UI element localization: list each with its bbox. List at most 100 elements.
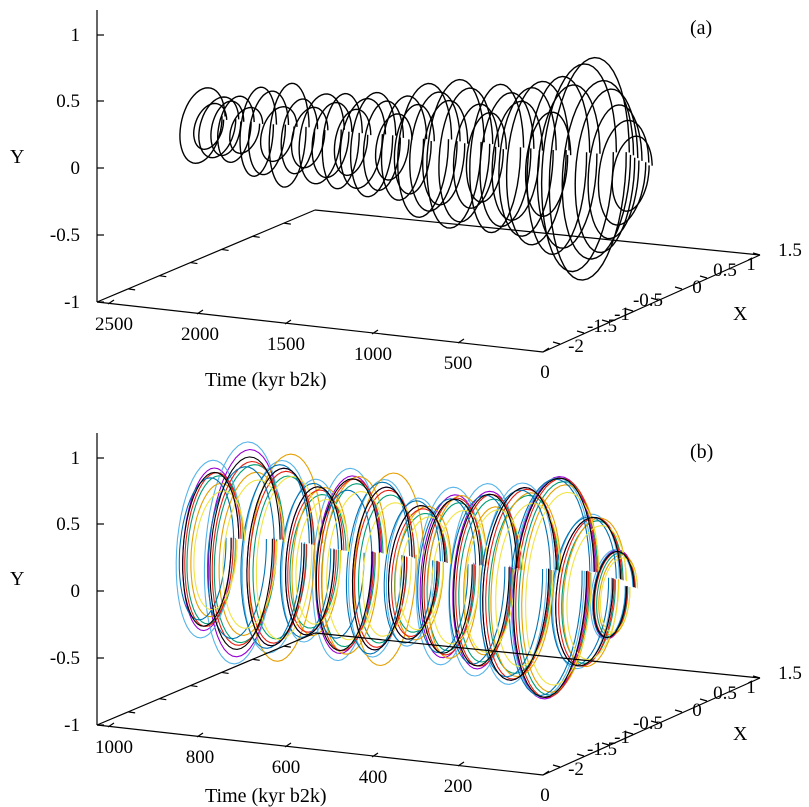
depth-tick xyxy=(252,235,260,238)
x-tick xyxy=(601,319,610,323)
series-7-loop xyxy=(453,493,518,667)
y-tick-label: 0 xyxy=(71,581,81,602)
back-right-line xyxy=(314,632,761,679)
panel-a-curves xyxy=(179,56,653,281)
depth-tick xyxy=(221,248,229,252)
series-2-loop xyxy=(203,441,283,665)
y-tick-label: 1 xyxy=(71,25,81,46)
y-tick-label: 1 xyxy=(71,448,81,469)
y-tick-label: 0 xyxy=(71,158,81,179)
series-5-loop xyxy=(508,478,591,697)
depth-tick xyxy=(159,275,167,278)
time-tick-label: 2000 xyxy=(181,324,219,345)
series-0 xyxy=(179,56,653,281)
series-4-loop xyxy=(184,472,242,628)
depth-tick xyxy=(190,684,198,688)
series-0-loop xyxy=(452,103,500,209)
panel-b-label: (b) xyxy=(690,441,713,463)
x-tick-label: 1 xyxy=(746,254,756,275)
series-0-loop xyxy=(290,106,329,169)
series-0-loop xyxy=(426,78,485,229)
x-tick xyxy=(552,341,561,345)
series-0-loop xyxy=(179,87,226,165)
series-0-loop xyxy=(408,91,461,212)
series-0-loop xyxy=(561,79,635,260)
series-0-loop xyxy=(396,82,453,219)
series-3-loop xyxy=(426,495,488,659)
time-tick-label: 0 xyxy=(540,785,550,806)
series-0-loop xyxy=(469,83,525,234)
x-tick xyxy=(576,753,585,757)
x-tick xyxy=(699,275,708,279)
series-0-loop xyxy=(192,102,228,151)
series-3-loop xyxy=(562,517,627,668)
series-0-loop xyxy=(536,84,601,249)
series-0-loop xyxy=(247,90,290,176)
y-tick-label: -1 xyxy=(64,292,80,313)
series-5-loop xyxy=(383,500,441,644)
series-7-loop xyxy=(315,478,381,652)
back-left-line xyxy=(96,209,316,303)
x-tick xyxy=(674,709,683,713)
series-0 xyxy=(182,448,636,700)
series-3-loop xyxy=(353,472,425,667)
x-tick xyxy=(674,286,683,290)
x-tick xyxy=(601,742,610,746)
series-0-loop xyxy=(268,82,310,188)
series-7-loop xyxy=(285,486,343,636)
series-0-loop xyxy=(280,98,319,175)
time-tick xyxy=(542,347,550,353)
series-4-loop xyxy=(211,460,283,646)
series-0-loop xyxy=(321,92,363,190)
x-tick-label: 0 xyxy=(692,277,702,298)
x-tick-label: -0.5 xyxy=(633,290,663,311)
series-0-loop xyxy=(611,135,653,212)
x-tick xyxy=(752,675,761,679)
x-tick xyxy=(650,720,659,724)
x-axis-line xyxy=(542,254,761,353)
panel-a-zlabel: X xyxy=(733,303,748,325)
series-0-loop xyxy=(421,99,469,206)
x-tick-label: 0.5 xyxy=(713,683,737,704)
series-4-loop xyxy=(558,517,623,667)
time-tick xyxy=(107,299,115,305)
series-5-loop xyxy=(345,481,411,655)
time-tick xyxy=(542,770,550,776)
panel-b-zlabel: X xyxy=(733,723,748,745)
series-4-loop xyxy=(455,493,520,667)
series-0-loop xyxy=(526,75,591,256)
time-tick-label: 400 xyxy=(359,767,388,788)
series-0-loop xyxy=(380,95,428,201)
time-tick-label: 600 xyxy=(272,757,301,778)
series-0-loop xyxy=(505,80,570,246)
series-3-loop xyxy=(291,486,349,637)
time-tick xyxy=(457,761,465,767)
time-tick-label: 1000 xyxy=(354,344,392,365)
x-tick-label: -1.5 xyxy=(587,739,617,760)
time-tick xyxy=(107,722,115,728)
series-7-loop xyxy=(182,471,240,627)
series-0-loop xyxy=(229,106,264,155)
x-tick-label: -0.5 xyxy=(633,713,663,734)
time-tick xyxy=(371,752,379,758)
x-tick-label: -1 xyxy=(614,304,630,325)
depth-tick xyxy=(190,261,198,265)
series-0-loop xyxy=(498,86,557,237)
time-tick xyxy=(284,319,292,325)
y-tick-label: -0.5 xyxy=(50,648,80,669)
series-0-loop xyxy=(239,86,278,178)
depth-tick xyxy=(283,645,291,648)
panel-b-ylabel: Y xyxy=(10,568,24,590)
x-tick-label: -1.5 xyxy=(587,316,617,337)
time-axis-line xyxy=(96,724,544,776)
series-5-loop xyxy=(479,489,551,678)
series-0-loop xyxy=(298,93,345,185)
series-0-loop xyxy=(393,103,435,195)
series-5-loop xyxy=(417,498,477,654)
series-6-loop xyxy=(193,490,246,611)
time-tick xyxy=(196,309,204,315)
x-tick-label: -1 xyxy=(614,727,630,748)
x-tick-label: -2 xyxy=(568,759,584,780)
